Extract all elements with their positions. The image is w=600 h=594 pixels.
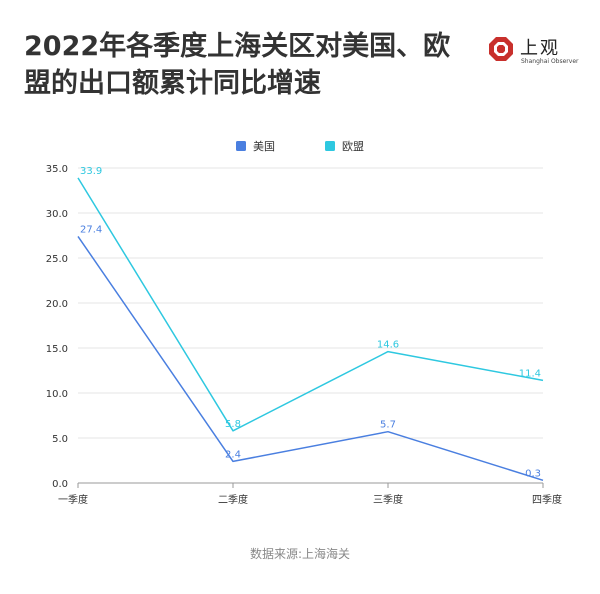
logo-icon xyxy=(489,37,513,61)
data-label: 0.3 xyxy=(525,468,541,479)
series-line-eu xyxy=(77,177,544,432)
y-tick-label: 25.0 xyxy=(46,254,68,265)
legend-swatch-us xyxy=(236,141,246,151)
series-lines xyxy=(77,177,544,482)
y-tick-label: 30.0 xyxy=(46,209,68,220)
legend: 美国 欧盟 xyxy=(236,140,364,153)
x-tick-label: 三季度 xyxy=(373,493,403,506)
x-axis: 一季度 二季度 三季度 四季度 xyxy=(58,483,562,506)
logo-name: 上观 xyxy=(520,38,560,59)
data-label: 5.7 xyxy=(380,420,396,431)
y-tick-label: 15.0 xyxy=(46,344,68,355)
brand-logo: 上观 Shanghai Observer xyxy=(488,34,588,70)
page-title: 2022年各季度上海关区对美国、欧盟的出口额累计同比增速 xyxy=(24,31,451,99)
grid: 0.0 5.0 10.0 15.0 20.0 25.0 30.0 35.0 xyxy=(46,164,543,490)
x-tick-label: 二季度 xyxy=(218,493,248,506)
source-note: 数据来源:上海海关 xyxy=(249,547,351,561)
data-label: 5.8 xyxy=(225,419,241,430)
data-labels: 27.4 2.4 5.7 0.3 33.9 5.8 14.6 11.4 xyxy=(80,166,541,479)
data-label: 2.4 xyxy=(225,449,241,460)
data-label: 14.6 xyxy=(377,340,399,351)
y-tick-label: 35.0 xyxy=(46,164,68,175)
x-tick-label: 四季度 xyxy=(532,493,562,506)
data-label: 27.4 xyxy=(80,224,102,235)
legend-label: 欧盟 xyxy=(342,140,364,153)
data-label: 11.4 xyxy=(519,368,541,379)
legend-label: 美国 xyxy=(253,140,275,153)
x-tick-label: 一季度 xyxy=(58,493,88,506)
y-tick-label: 5.0 xyxy=(52,434,68,445)
y-tick-label: 0.0 xyxy=(52,479,68,490)
data-label: 33.9 xyxy=(80,166,102,177)
series-line-us xyxy=(77,235,544,482)
y-tick-label: 20.0 xyxy=(46,299,68,310)
y-tick-label: 10.0 xyxy=(46,389,68,400)
logo-subtitle: Shanghai Observer xyxy=(521,58,579,65)
legend-swatch-eu xyxy=(325,141,335,151)
